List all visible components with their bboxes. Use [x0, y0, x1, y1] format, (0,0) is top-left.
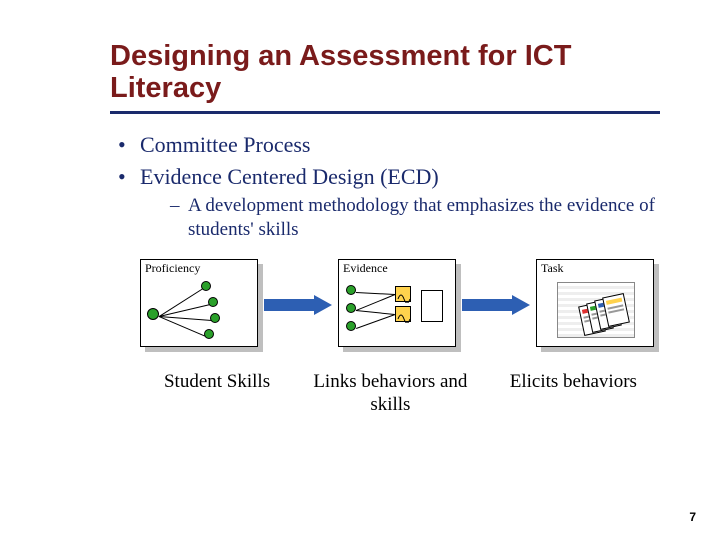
panel-box: Proficiency — [140, 259, 258, 347]
panel-task: Task — [536, 259, 654, 347]
panel-face: Evidence — [338, 259, 456, 347]
panel-label: Proficiency — [141, 260, 257, 277]
bullet-text: Evidence Centered Design (ECD) — [140, 164, 439, 189]
bullet-item: Committee Process — [118, 132, 660, 158]
sub-bullet-item: A development methodology that emphasize… — [170, 194, 660, 242]
panel-label: Task — [537, 260, 653, 277]
arrow-icon — [264, 295, 332, 315]
ecd-diagram: Proficiency Evidence Task — [140, 259, 660, 347]
panel-box: Evidence — [338, 259, 456, 347]
panel-label: Evidence — [339, 260, 455, 277]
panel-proficiency: Proficiency — [140, 259, 258, 347]
slide-title: Designing an Assessment for ICT Literacy — [110, 40, 660, 114]
page-number: 7 — [689, 510, 696, 524]
sub-bullet-text: A development methodology that emphasize… — [188, 195, 655, 240]
panel-face: Task — [536, 259, 654, 347]
caption: Links behaviors and skills — [294, 371, 487, 417]
caption: Elicits behaviors — [487, 371, 660, 417]
panel-evidence: Evidence — [338, 259, 456, 347]
caption: Student Skills — [140, 371, 294, 417]
panel-box: Task — [536, 259, 654, 347]
bullet-text: Committee Process — [140, 132, 310, 157]
sub-bullet-list: A development methodology that emphasize… — [170, 194, 660, 242]
bullet-item: Evidence Centered Design (ECD) A develop… — [118, 164, 660, 242]
caption-row: Student Skills Links behaviors and skill… — [140, 371, 660, 417]
slide: Designing an Assessment for ICT Literacy… — [0, 0, 720, 540]
panel-face: Proficiency — [140, 259, 258, 347]
arrow-icon — [462, 295, 530, 315]
bullet-list: Committee Process Evidence Centered Desi… — [118, 132, 660, 242]
